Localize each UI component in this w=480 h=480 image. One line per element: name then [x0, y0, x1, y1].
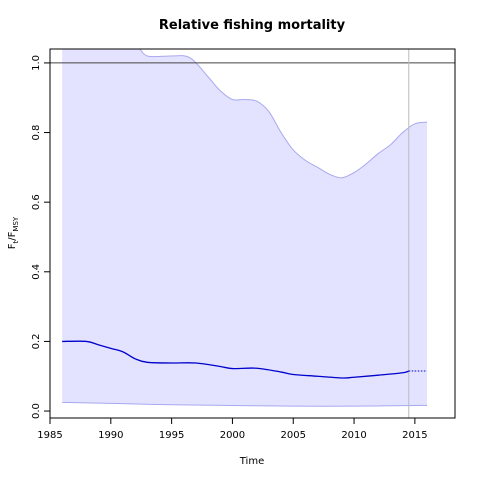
plot-frame: [49, 48, 456, 419]
y-tick-label: 0.4: [31, 264, 42, 280]
x-tick-label: 2005: [281, 430, 306, 441]
x-tick-label: 1990: [98, 430, 123, 441]
series-line: [62, 340, 410, 379]
y-tick-label: 0.8: [31, 125, 42, 141]
y-axis-label-sub-t: t: [12, 240, 20, 243]
y-axis-label-f: F: [7, 243, 18, 249]
y-tick-label: 1.0: [31, 55, 42, 71]
x-tick-label: 2015: [402, 430, 427, 441]
confidence-band-lower: [62, 401, 428, 407]
chart-title: Relative fishing mortality: [159, 18, 346, 33]
y-axis: 0.0 0.2 0.4 0.6 0.8 1.0: [31, 55, 50, 419]
y-axis-label-sub-msy: MSY: [12, 216, 20, 231]
x-tick-label: 2010: [341, 430, 366, 441]
y-axis-label-slash: /: [7, 237, 18, 241]
x-tick-label: 1995: [159, 430, 184, 441]
y-tick-label: 0.6: [31, 194, 42, 210]
y-axis-label-fmsy: F: [7, 231, 18, 237]
x-axis: 1985 1990 1995 2000 2005 2010 2015: [37, 418, 428, 441]
confidence-band-upper: [139, 49, 428, 179]
x-tick-label: 2000: [220, 430, 245, 441]
x-axis-label: Time: [239, 456, 264, 467]
confidence-band: [62, 49, 428, 407]
y-tick-label: 0.0: [31, 403, 42, 419]
x-tick-label: 1985: [37, 430, 62, 441]
y-tick-label: 0.2: [31, 333, 42, 349]
y-axis-label: Ft/FMSY: [7, 216, 20, 249]
plot-area: [50, 49, 455, 418]
